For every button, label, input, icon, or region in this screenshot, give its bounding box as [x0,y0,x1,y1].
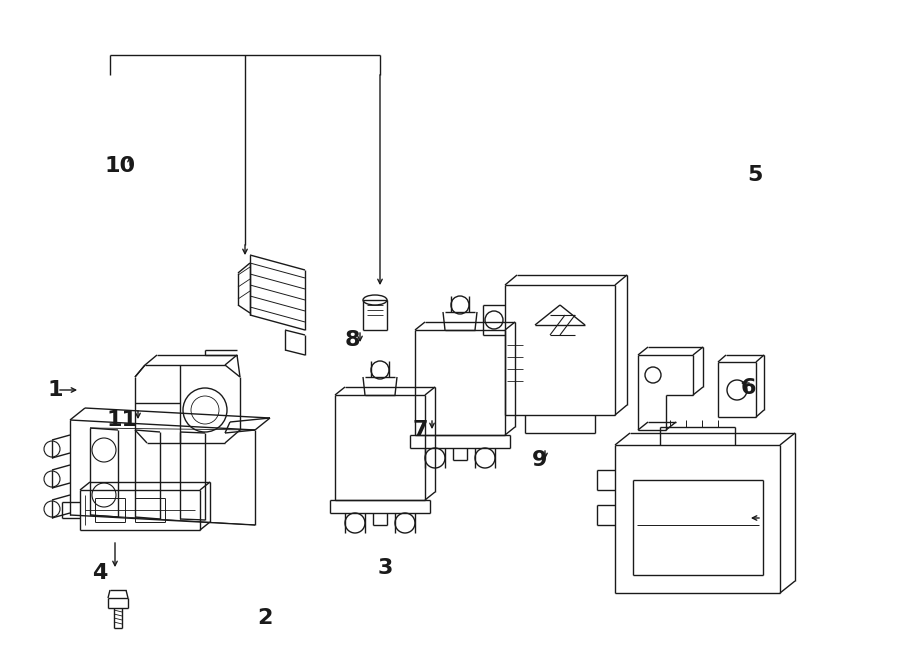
Text: 3: 3 [377,558,392,578]
Text: 11: 11 [106,410,138,430]
Text: 10: 10 [104,156,136,176]
Text: 1: 1 [47,380,63,400]
Text: 4: 4 [93,563,108,583]
Text: 8: 8 [344,330,360,350]
Text: 7: 7 [412,420,427,440]
Text: 9: 9 [532,450,548,470]
Text: 2: 2 [257,608,273,628]
Text: 6: 6 [740,378,756,398]
Text: 5: 5 [747,165,762,185]
